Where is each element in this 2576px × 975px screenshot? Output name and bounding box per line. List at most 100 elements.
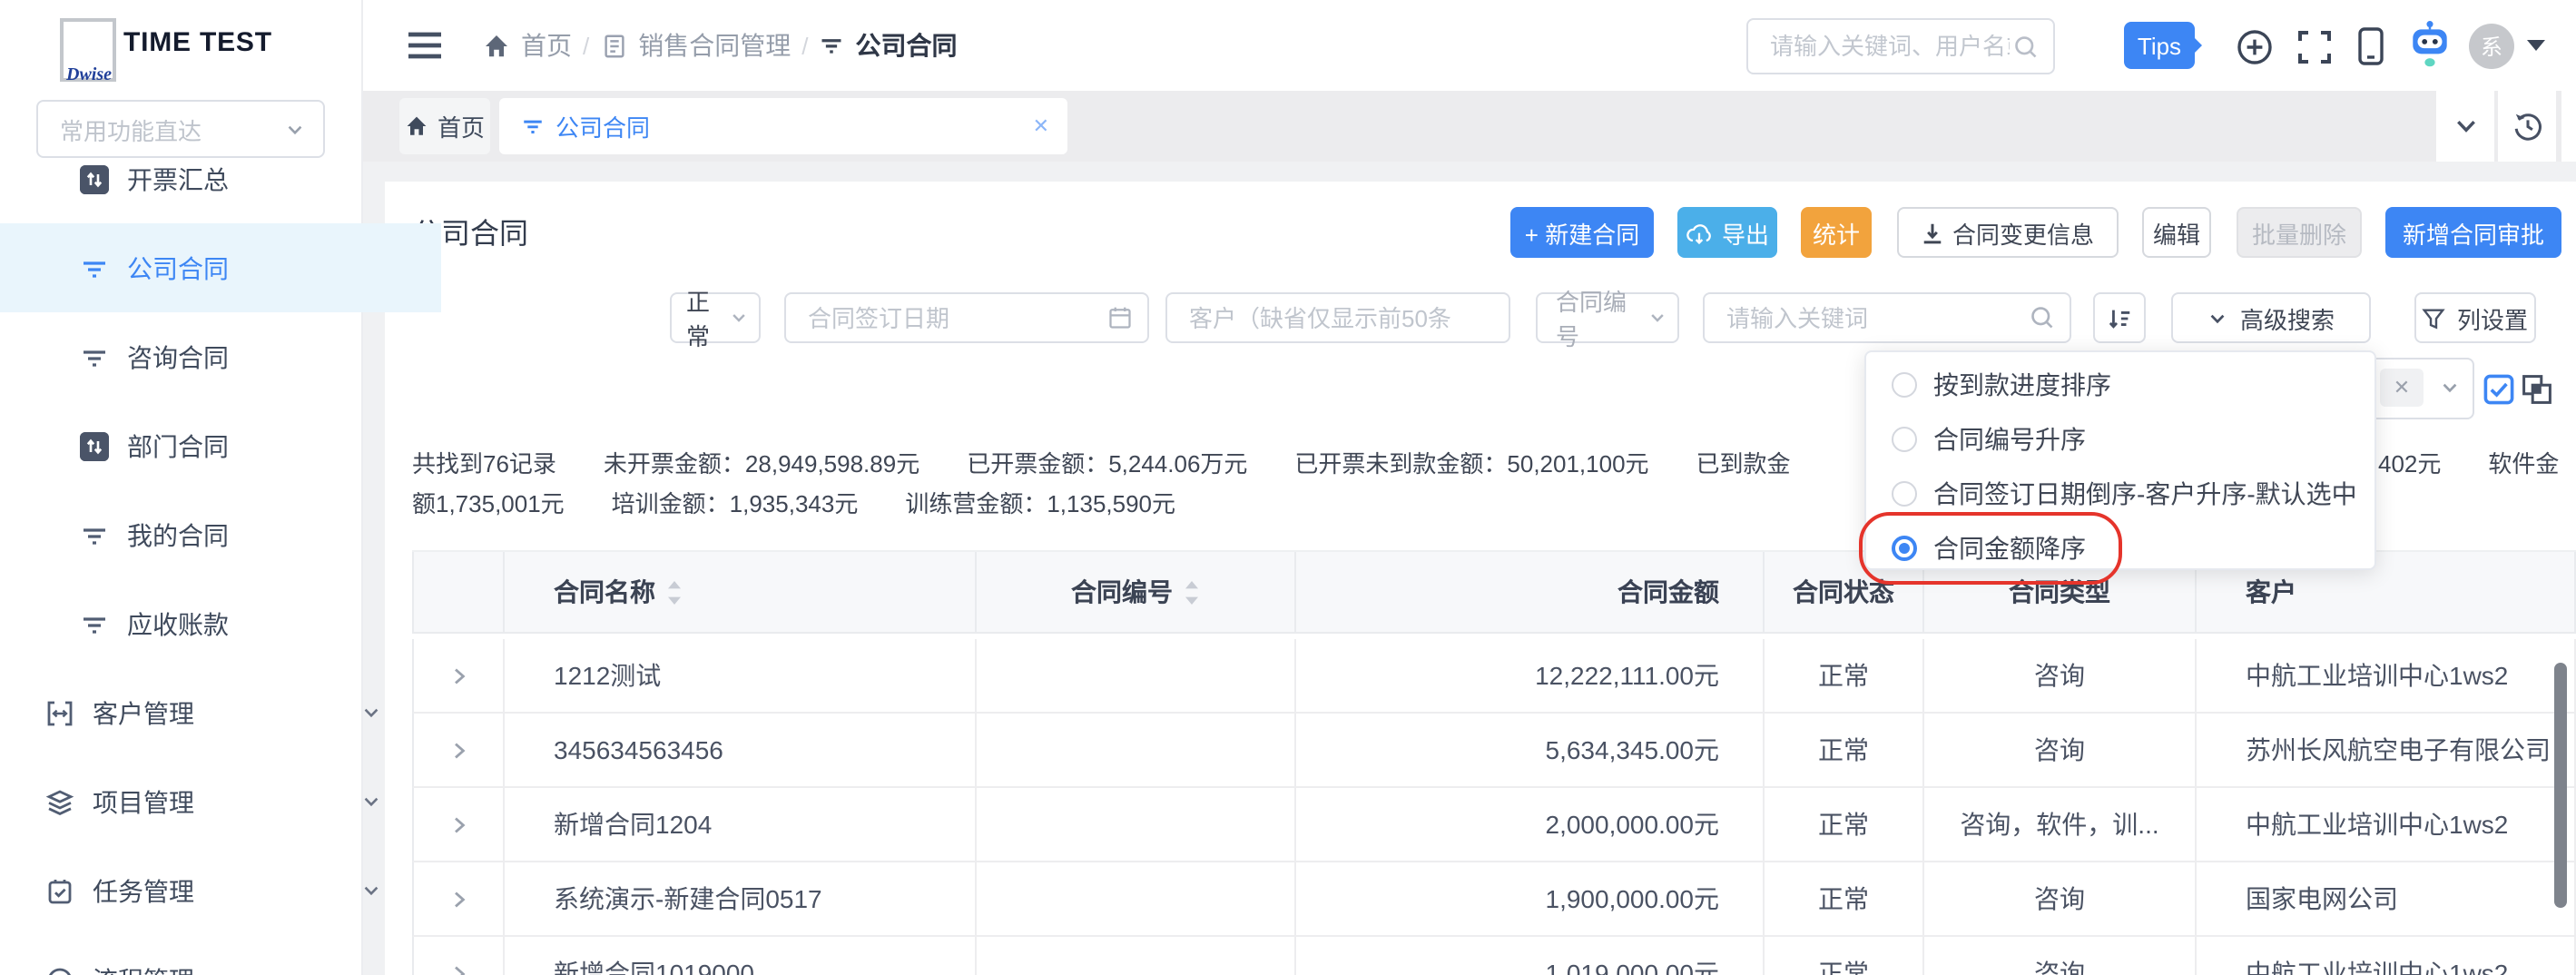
sidebar-item-customer-management[interactable]: 客户管理 (0, 668, 407, 757)
customer-filter (1165, 292, 1510, 343)
sidebar-item-receivables[interactable]: 应收账款 (0, 579, 441, 668)
calendar-icon[interactable] (1107, 305, 1133, 330)
sidebar-item-label: 开票汇总 (127, 164, 229, 193)
cell-contract-status[interactable]: 正常 (1765, 862, 1924, 937)
sidebar-item-project-management[interactable]: 项目管理 (0, 757, 407, 846)
new-approval-button[interactable]: 新增合同审批 (2385, 207, 2561, 258)
mobile-phone-icon[interactable] (2358, 27, 2384, 65)
cell-customer-link[interactable]: 中航工业培训中心1ws2 (2197, 937, 2576, 975)
cell-contract-status[interactable]: 正常 (1765, 937, 1924, 975)
expand-row-icon[interactable] (414, 963, 503, 975)
column-settings-button[interactable]: 列设置 (2414, 292, 2536, 343)
sort-option-amount-desc[interactable]: 合同金额降序 (1866, 521, 2374, 576)
robot-assistant-icon[interactable] (2409, 20, 2451, 69)
expand-row-icon[interactable] (414, 889, 503, 909)
column-header-number[interactable]: 合同编号 (977, 552, 1296, 634)
fullscreen-icon[interactable] (2298, 31, 2331, 64)
cell-contract-amount: 12,222,111.00元 (1296, 639, 1765, 714)
sidebar-item-task-management[interactable]: 任务管理 (0, 846, 407, 935)
add-circle-icon[interactable] (2237, 29, 2273, 65)
history-button[interactable] (2498, 91, 2556, 162)
global-search-input[interactable] (1766, 31, 2013, 62)
radio-unchecked-icon[interactable] (1892, 427, 1917, 452)
user-avatar[interactable]: 系 (2469, 24, 2514, 69)
tips-button[interactable]: Tips (2124, 22, 2202, 69)
sort-option-payment-progress[interactable]: 按到款进度排序 (1866, 358, 2374, 412)
checked-checkbox-icon[interactable] (2483, 374, 2514, 405)
avatar-text: 系 (2480, 34, 2502, 60)
status-filter-select[interactable]: 正常 (670, 289, 761, 350)
expand-row-icon[interactable] (414, 740, 503, 760)
cell-contract-amount: 1,019,000.00元 (1296, 937, 1765, 975)
quick-access-select[interactable]: 常用功能直达 (36, 100, 325, 158)
cell-customer-link[interactable]: 中航工业培训中心1ws2 (2197, 788, 2576, 862)
download-icon (1922, 221, 1945, 244)
breadcrumb-module[interactable]: 销售合同管理 (638, 31, 791, 60)
sort-carets-icon[interactable] (1184, 578, 1200, 606)
new-contract-button[interactable]: + 新建合同 (1510, 207, 1654, 258)
statistics-button[interactable]: 统计 (1801, 207, 1872, 258)
cell-customer-link[interactable]: 中航工业培训中心1ws2 (2197, 639, 2576, 714)
filter-lines-icon (521, 114, 545, 138)
cell-contract-status[interactable]: 正常 (1765, 788, 1924, 862)
customer-filter-input[interactable] (1185, 302, 1509, 333)
tab-company-contracts[interactable]: 公司合同 ✕ (499, 98, 1067, 154)
edit-button[interactable]: 编辑 (2142, 207, 2211, 258)
sidebar-item-my-contracts[interactable]: 我的合同 (0, 490, 441, 579)
vertical-scrollbar-thumb[interactable] (2554, 663, 2567, 908)
radio-unchecked-icon[interactable] (1892, 481, 1917, 507)
table-row: 新增合同1019000 1,019,000.00元 正常 咨询 中航工业培训中心… (412, 937, 2576, 975)
contracts-table: 合同名称 合同编号 合同金额 合同状态 合同类型 客户 (412, 550, 2576, 975)
cell-customer-link[interactable]: 国家电网公司 (2197, 862, 2576, 937)
sidebar-item-company-contracts[interactable]: 公司合同 (0, 223, 441, 312)
breadcrumb-home[interactable]: 首页 (521, 31, 572, 60)
logo-mark: Dwise (66, 65, 112, 85)
sidebar-item-label: 项目管理 (93, 787, 194, 816)
contract-date-input[interactable] (804, 302, 1107, 333)
filter-lines-icon (80, 520, 109, 549)
tab-bar-partial-button[interactable] (2561, 91, 2576, 162)
sidebar-item-department-contracts[interactable]: 部门合同 (0, 401, 441, 490)
swap-badge-icon (80, 431, 109, 460)
copy-layers-icon[interactable] (2522, 374, 2552, 405)
batch-delete-button[interactable]: 批量删除 (2237, 207, 2362, 258)
sort-carets-icon[interactable] (666, 578, 683, 606)
cell-contract-name: 1212测试 (505, 639, 977, 714)
sidebar-item-consulting-contracts[interactable]: 咨询合同 (0, 312, 441, 401)
expand-row-icon[interactable] (414, 665, 503, 685)
cloud-download-icon (1686, 221, 1715, 244)
sidebar-item-process-management[interactable]: 流程管理 (0, 935, 407, 975)
tabs-dropdown-button[interactable] (2436, 91, 2494, 162)
sort-option-number-asc[interactable]: 合同编号升序 (1866, 412, 2374, 467)
clear-selection-icon[interactable]: ✕ (2380, 369, 2424, 407)
sidebar-item-billing-summary[interactable]: 开票汇总 (0, 134, 441, 223)
contract-change-info-button[interactable]: 合同变更信息 (1897, 207, 2119, 258)
home-icon (483, 32, 510, 59)
sort-option-date-desc-default[interactable]: 合同签订日期倒序-客户升序-默认选中 (1866, 467, 2374, 521)
cell-contract-status[interactable]: 正常 (1765, 714, 1924, 788)
cell-contract-name: 345634563456 (505, 714, 977, 788)
summary-stats-line2: 额1,735,001元 培训金额：1,935,343元 训练营金额：1,135,… (412, 490, 1176, 517)
hamburger-menu-icon[interactable] (407, 31, 443, 60)
radio-unchecked-icon[interactable] (1892, 372, 1917, 398)
global-search (1746, 18, 2055, 74)
cell-contract-type: 咨询，软件，训... (1924, 788, 2197, 862)
search-icon[interactable] (2030, 305, 2055, 330)
search-icon[interactable] (2013, 34, 2039, 59)
chevron-down-icon (361, 881, 381, 901)
cell-contract-status[interactable]: 正常 (1765, 639, 1924, 714)
keyword-search-input[interactable] (1723, 302, 2030, 333)
cell-contract-type: 咨询 (1924, 714, 2197, 788)
sort-options-button[interactable] (2093, 292, 2146, 343)
column-header-name[interactable]: 合同名称 (505, 552, 977, 634)
export-button[interactable]: 导出 (1677, 207, 1777, 258)
tab-home[interactable]: 首页 (399, 98, 490, 154)
cell-customer-link[interactable]: 苏州长风航空电子有限公司 (2197, 714, 2576, 788)
contract-number-select[interactable]: 合同编号 (1536, 289, 1679, 350)
breadcrumb: 首页 / 销售合同管理 / 公司合同 (483, 27, 958, 64)
expand-row-icon[interactable] (414, 814, 503, 834)
close-tab-icon[interactable]: ✕ (1032, 116, 1049, 138)
advanced-search-button[interactable]: 高级搜索 (2171, 292, 2371, 343)
radio-checked-icon[interactable] (1892, 536, 1917, 561)
caret-down-icon[interactable] (2527, 40, 2545, 53)
